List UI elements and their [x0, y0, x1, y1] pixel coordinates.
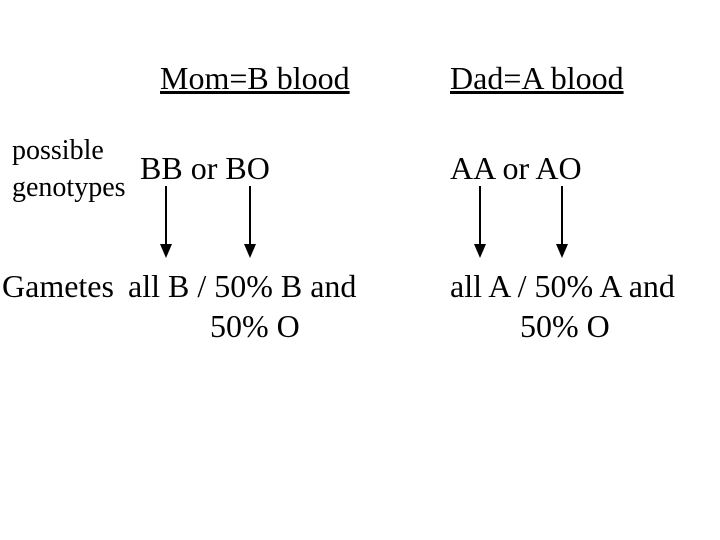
gametes-dad-line1: all A / 50% A and	[450, 268, 675, 305]
arrow-mom-bo	[242, 186, 258, 260]
header-mom: Mom=B blood	[160, 60, 350, 97]
arrow-dad-aa	[472, 186, 488, 260]
label-gametes: Gametes	[2, 268, 114, 305]
header-dad: Dad=A blood	[450, 60, 624, 97]
label-possible: possible	[12, 135, 104, 167]
diagram-stage: Mom=B blood Dad=A blood possible genotyp…	[0, 0, 720, 540]
arrow-mom-bb	[158, 186, 174, 260]
gametes-mom-line1: all B / 50% B and	[128, 268, 356, 305]
label-genotypes: genotypes	[12, 172, 126, 204]
arrow-dad-ao	[554, 186, 570, 260]
genotype-mom: BB or BO	[140, 150, 270, 187]
gametes-mom-line2: 50% O	[210, 308, 300, 345]
genotype-dad: AA or AO	[450, 150, 582, 187]
gametes-dad-line2: 50% O	[520, 308, 610, 345]
